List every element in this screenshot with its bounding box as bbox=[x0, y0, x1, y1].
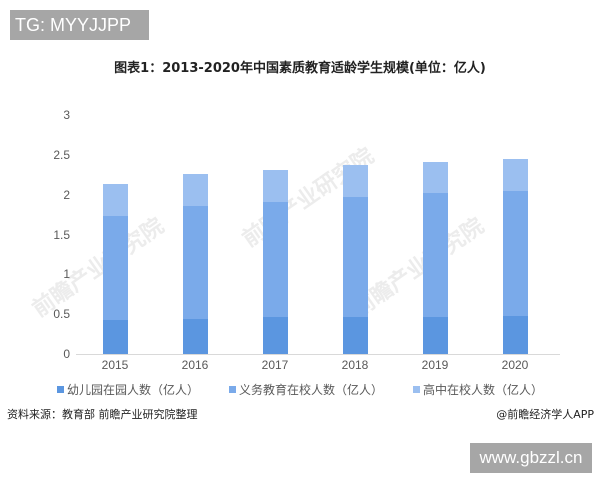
chart-legend: 幼儿园在园人数（亿人） 义务教育在校人数（亿人） 高中在校人数（亿人） bbox=[0, 381, 600, 398]
bar-segment bbox=[343, 165, 368, 198]
bar-segment bbox=[503, 190, 528, 316]
bar-segment bbox=[263, 201, 288, 318]
bar-segment bbox=[503, 158, 528, 191]
bar-segment bbox=[263, 317, 288, 354]
x-tick-label: 2017 bbox=[261, 358, 289, 372]
credit-note: @前瞻经济学人APP bbox=[496, 408, 594, 421]
legend-item-compulsory: 义务教育在校人数（亿人） bbox=[228, 381, 383, 398]
legend-swatch-icon bbox=[56, 386, 64, 393]
legend-swatch-icon bbox=[413, 386, 420, 393]
y-tick-label: 2.5 bbox=[53, 147, 70, 162]
legend-item-kindergarten: 幼儿园在园人数（亿人） bbox=[56, 381, 199, 398]
bar-segment bbox=[343, 197, 368, 317]
bar-segment bbox=[343, 316, 368, 354]
bar-segment bbox=[423, 316, 448, 354]
tg-badge: TG: MYYJJPP bbox=[10, 10, 149, 40]
bar-segment bbox=[103, 216, 128, 320]
bar-segment bbox=[183, 318, 208, 354]
x-tick-label: 2016 bbox=[181, 358, 209, 372]
y-tick-label: 2 bbox=[63, 187, 70, 202]
bar-segment bbox=[103, 319, 128, 354]
bar-segment bbox=[103, 184, 128, 217]
bar-segment bbox=[263, 169, 288, 202]
y-tick-label: 0.5 bbox=[53, 307, 70, 322]
legend-swatch-icon bbox=[228, 386, 236, 393]
y-tick-label: 1.5 bbox=[53, 227, 70, 242]
y-tick-label: 3 bbox=[63, 108, 70, 122]
data-source-note: 资料来源：教育部 前瞻产业研究院整理 bbox=[7, 408, 198, 421]
legend-label: 高中在校人数（亿人） bbox=[423, 383, 544, 397]
y-tick-label: 0 bbox=[63, 347, 70, 361]
x-tick-label: 2018 bbox=[341, 358, 369, 372]
bar-segment bbox=[503, 315, 528, 354]
site-url-badge: www.gbzzl.cn bbox=[470, 443, 592, 473]
y-tick-label: 1 bbox=[63, 267, 70, 282]
x-tick-label: 2015 bbox=[101, 358, 129, 372]
legend-item-high-school: 高中在校人数（亿人） bbox=[413, 381, 543, 398]
chart-title: 图表1：2013-2020年中国素质教育适龄学生规模(单位：亿人) bbox=[114, 61, 486, 76]
x-tick-label: 2020 bbox=[501, 358, 529, 372]
x-tick-label: 2019 bbox=[421, 358, 449, 372]
legend-label: 义务教育在校人数（亿人） bbox=[238, 383, 383, 397]
bar-segment bbox=[423, 193, 448, 317]
x-axis-line bbox=[76, 354, 560, 355]
bar-segment bbox=[183, 205, 208, 319]
bar-segment bbox=[423, 162, 448, 194]
bar-segment bbox=[183, 173, 208, 206]
legend-label: 幼儿园在园人数（亿人） bbox=[66, 383, 199, 397]
